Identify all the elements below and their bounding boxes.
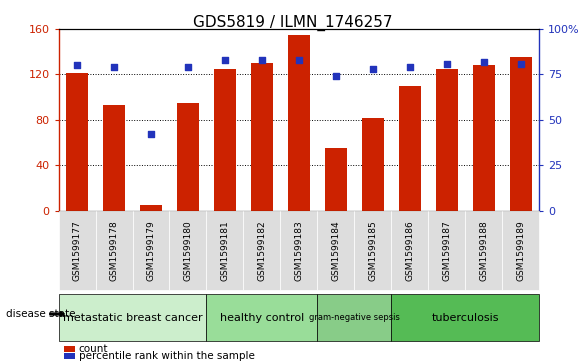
- Text: GSM1599189: GSM1599189: [516, 220, 525, 281]
- Text: tuberculosis: tuberculosis: [431, 313, 499, 323]
- Bar: [66, 73, 88, 211]
- Text: GSM1599186: GSM1599186: [406, 220, 414, 281]
- Text: GSM1599185: GSM1599185: [368, 220, 377, 281]
- Point: [331, 73, 340, 79]
- Bar: [472, 65, 495, 211]
- Point: [479, 59, 488, 65]
- Point: [442, 61, 451, 66]
- Text: healthy control: healthy control: [220, 313, 304, 323]
- Point: [220, 57, 230, 63]
- Bar: [251, 63, 273, 211]
- Point: [405, 64, 414, 70]
- Bar: [362, 118, 384, 211]
- Text: gram-negative sepsis: gram-negative sepsis: [309, 313, 400, 322]
- Text: GSM1599182: GSM1599182: [257, 220, 267, 281]
- Point: [73, 62, 82, 68]
- Bar: [140, 205, 162, 211]
- Point: [294, 57, 304, 63]
- Point: [257, 57, 267, 63]
- Text: GSM1599187: GSM1599187: [442, 220, 451, 281]
- Text: GSM1599177: GSM1599177: [73, 220, 81, 281]
- Text: GSM1599184: GSM1599184: [331, 220, 340, 281]
- Point: [368, 66, 377, 72]
- Point: [516, 61, 525, 66]
- Text: GSM1599179: GSM1599179: [146, 220, 155, 281]
- Point: [183, 64, 193, 70]
- Text: GSM1599180: GSM1599180: [183, 220, 192, 281]
- Point: [110, 64, 119, 70]
- Text: GSM1599178: GSM1599178: [110, 220, 118, 281]
- Bar: [103, 105, 125, 211]
- Text: GDS5819 / ILMN_1746257: GDS5819 / ILMN_1746257: [193, 15, 393, 31]
- Bar: [177, 103, 199, 211]
- Point: [146, 131, 156, 137]
- Text: count: count: [79, 344, 108, 354]
- Bar: [510, 57, 532, 211]
- Bar: [398, 86, 421, 211]
- Text: disease state: disease state: [6, 309, 76, 319]
- Bar: [288, 35, 310, 211]
- Bar: [325, 148, 347, 211]
- Text: GSM1599181: GSM1599181: [220, 220, 230, 281]
- Bar: [435, 69, 458, 211]
- Bar: [214, 69, 236, 211]
- Text: GSM1599188: GSM1599188: [479, 220, 488, 281]
- Text: GSM1599183: GSM1599183: [294, 220, 304, 281]
- Text: metastatic breast cancer: metastatic breast cancer: [63, 313, 202, 323]
- Text: percentile rank within the sample: percentile rank within the sample: [79, 351, 254, 361]
